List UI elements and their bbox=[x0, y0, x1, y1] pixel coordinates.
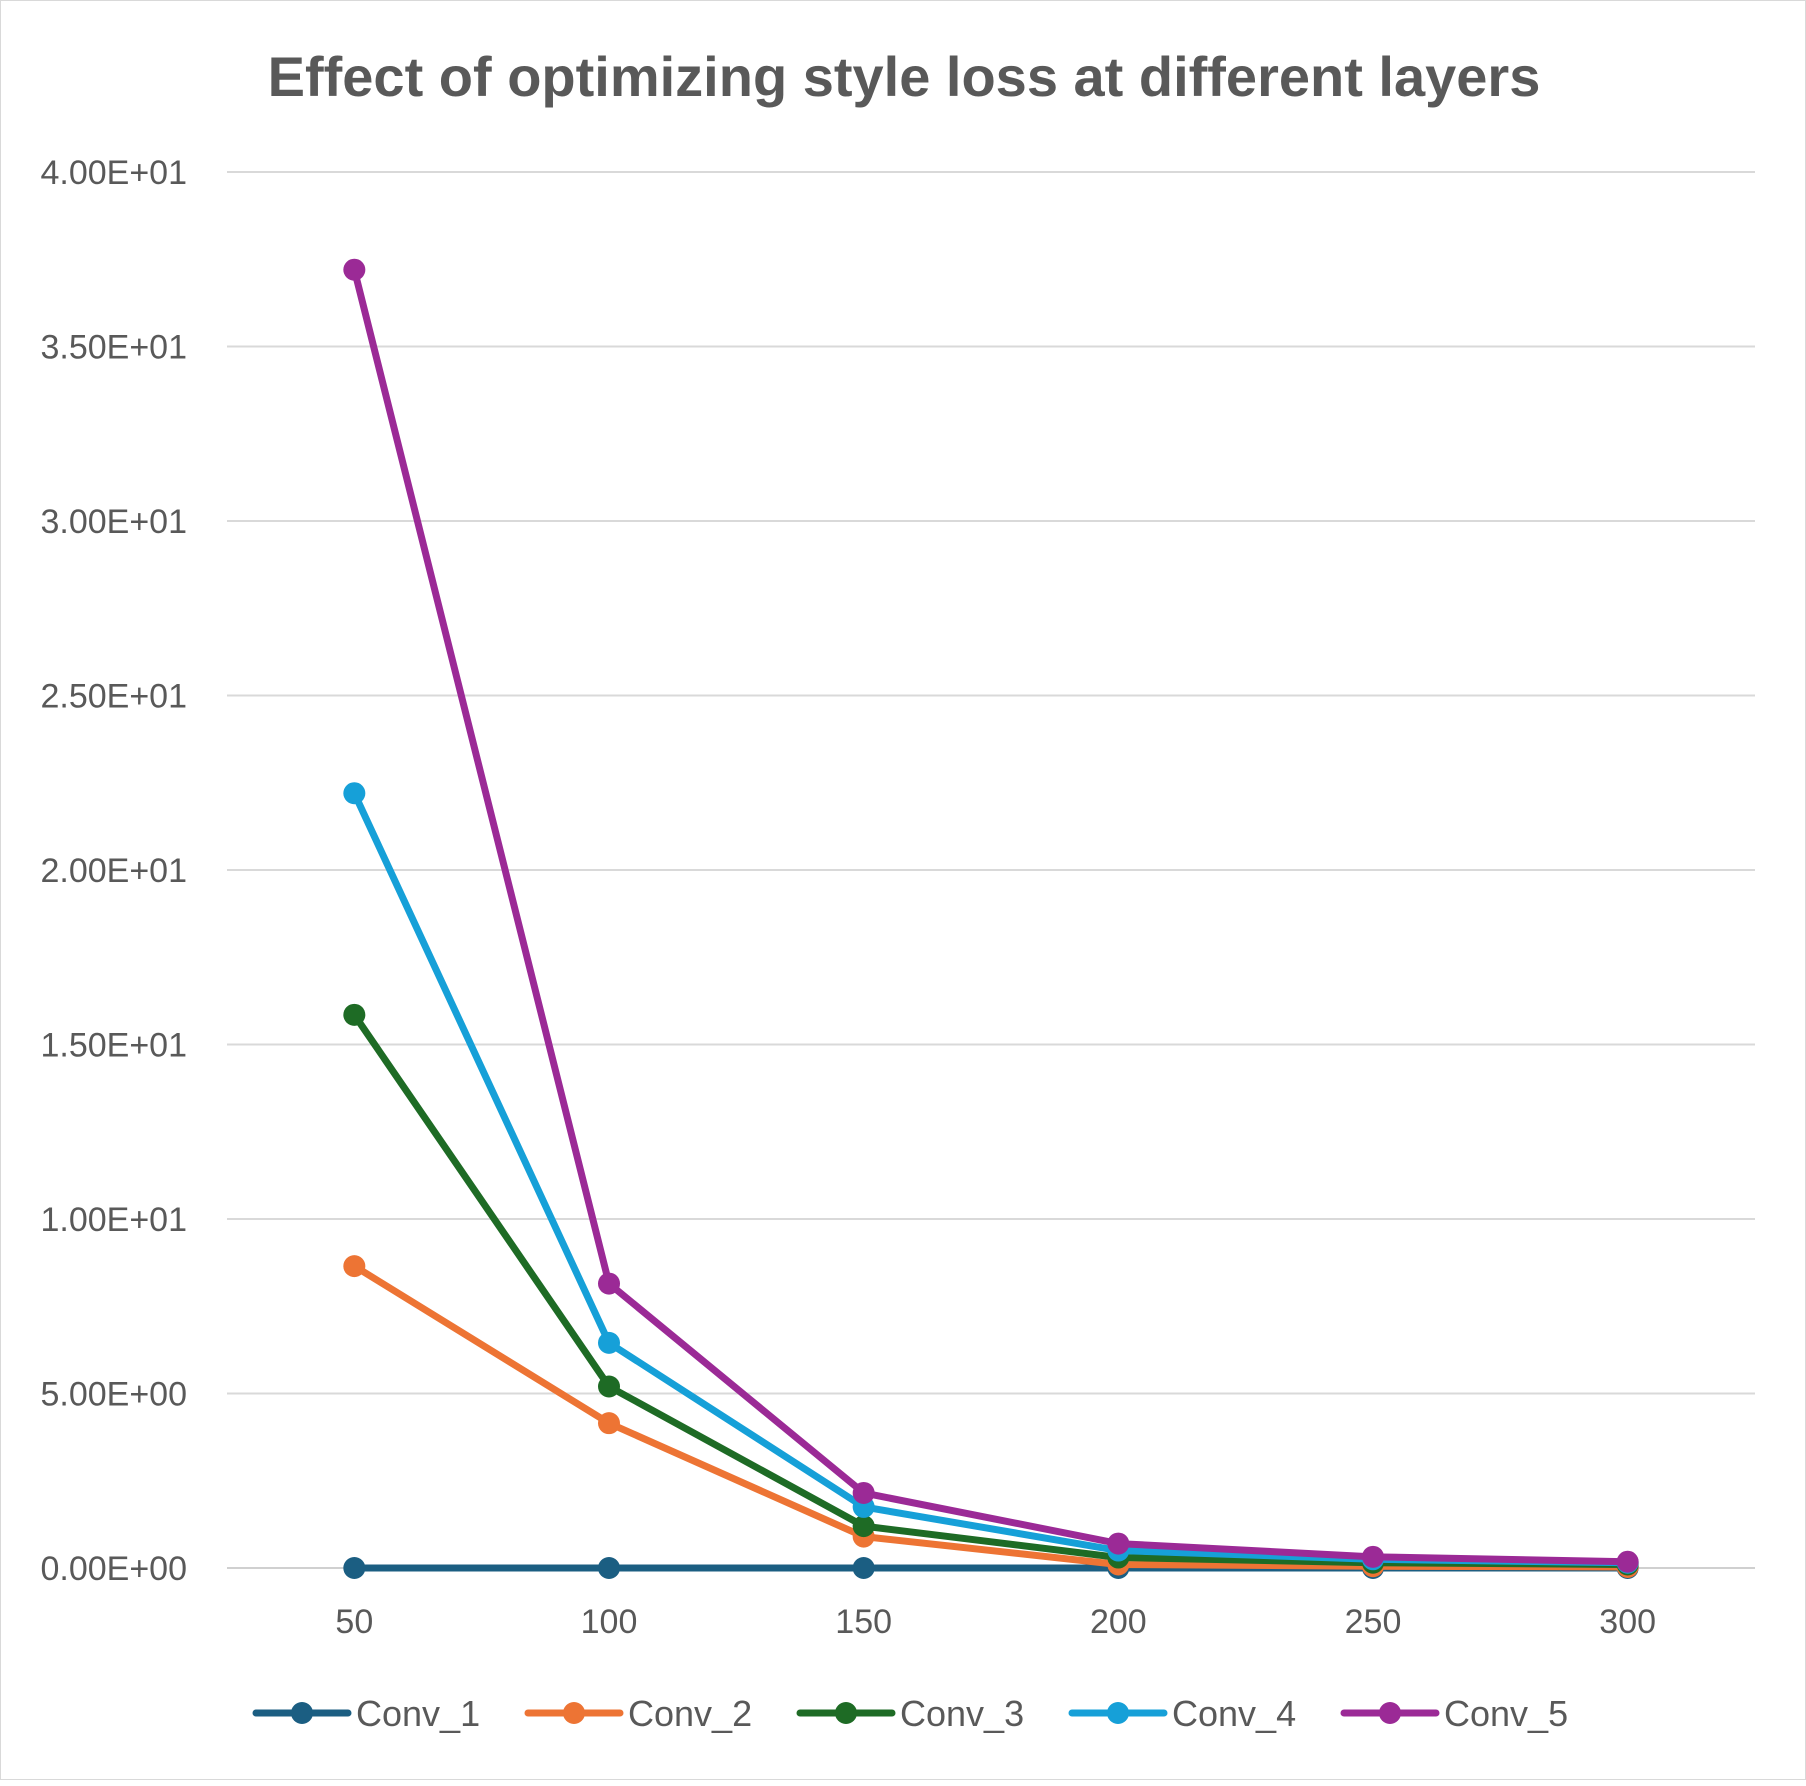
legend-marker bbox=[1379, 1702, 1401, 1724]
y-axis-ticks: 0.00E+00 5.00E+00 1.00E+01 1.50E+01 2.00E+01… bbox=[40, 154, 187, 1588]
y-tick-label: 1.00E+01 bbox=[40, 1201, 187, 1239]
x-tick-label: 150 bbox=[835, 1603, 892, 1641]
data-point bbox=[1616, 1550, 1639, 1573]
legend-item: Conv_4 bbox=[1068, 1693, 1296, 1734]
chart-title: Effect of optimizing style loss at diffe… bbox=[268, 45, 1541, 108]
data-point bbox=[343, 1255, 366, 1278]
x-tick-label: 100 bbox=[581, 1603, 638, 1641]
data-point bbox=[598, 1272, 620, 1295]
legend: Conv_1 Conv_2 Conv_3 Conv_4 Conv_5 bbox=[252, 1693, 1568, 1734]
legend-marker bbox=[291, 1702, 313, 1724]
series-conv-3 bbox=[343, 1003, 1639, 1576]
legend-marker bbox=[835, 1702, 857, 1724]
legend-label: Conv_2 bbox=[628, 1693, 752, 1734]
y-tick-label: 3.50E+01 bbox=[40, 329, 187, 367]
data-point bbox=[852, 1557, 875, 1579]
series-line bbox=[350, 266, 1632, 1566]
data-point bbox=[1362, 1545, 1384, 1568]
data-point bbox=[598, 1375, 620, 1398]
y-tick-label: 2.50E+01 bbox=[40, 678, 187, 716]
x-tick-label: 50 bbox=[335, 1603, 373, 1641]
legend-item: Conv_3 bbox=[796, 1693, 1024, 1734]
y-tick-label: 0.00E+00 bbox=[40, 1550, 187, 1588]
x-tick-label: 300 bbox=[1599, 1603, 1656, 1641]
series-line bbox=[350, 1011, 1632, 1569]
legend-label: Conv_1 bbox=[356, 1693, 480, 1734]
legend-label: Conv_3 bbox=[900, 1693, 1024, 1734]
data-point bbox=[598, 1557, 620, 1579]
y-tick-label: 3.00E+01 bbox=[40, 503, 187, 541]
legend-item: Conv_1 bbox=[252, 1693, 480, 1734]
y-tick-label: 2.00E+01 bbox=[40, 852, 187, 890]
series-line bbox=[350, 789, 1632, 1567]
y-tick-label: 5.00E+00 bbox=[40, 1376, 187, 1414]
data-point bbox=[1107, 1532, 1130, 1555]
data-point bbox=[343, 258, 366, 281]
legend-item: Conv_2 bbox=[524, 1693, 752, 1734]
data-point bbox=[852, 1481, 875, 1504]
series-group bbox=[343, 258, 1639, 1579]
y-tick-label: 4.00E+01 bbox=[40, 154, 187, 192]
data-point bbox=[598, 1331, 620, 1354]
data-point bbox=[343, 1557, 366, 1579]
data-point bbox=[343, 1003, 366, 1026]
series-conv-5 bbox=[343, 258, 1639, 1573]
x-tick-label: 200 bbox=[1090, 1603, 1147, 1641]
data-point bbox=[343, 782, 366, 805]
series-conv-4 bbox=[343, 782, 1639, 1574]
x-axis-ticks: 50 100 150 200 250 300 bbox=[335, 1603, 1656, 1641]
legend-item: Conv_5 bbox=[1340, 1693, 1568, 1734]
legend-label: Conv_5 bbox=[1444, 1693, 1568, 1734]
legend-label: Conv_4 bbox=[1172, 1693, 1296, 1734]
legend-marker bbox=[563, 1702, 585, 1724]
data-point bbox=[852, 1515, 875, 1538]
x-tick-label: 250 bbox=[1345, 1603, 1402, 1641]
gridlines bbox=[227, 171, 1755, 1569]
y-tick-label: 1.50E+01 bbox=[40, 1027, 187, 1065]
data-point bbox=[598, 1412, 620, 1435]
legend-marker bbox=[1107, 1702, 1129, 1724]
